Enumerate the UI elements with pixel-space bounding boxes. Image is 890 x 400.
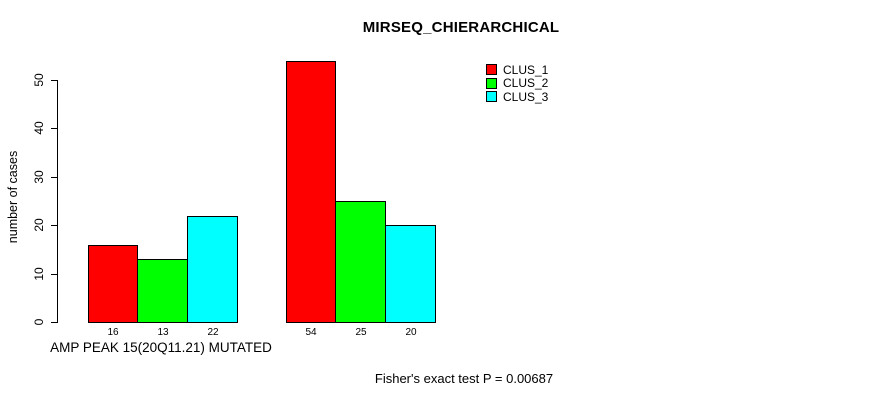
bar-value-label: 20 <box>405 327 417 338</box>
bar-clus_1-group1 <box>88 245 138 323</box>
legend-label: CLUS_3 <box>503 89 549 104</box>
legend-label: CLUS_2 <box>503 76 549 91</box>
bar-clus_2-group1 <box>137 259 188 323</box>
y-tick-mark <box>51 176 57 178</box>
y-tick-label: 50 <box>32 73 46 87</box>
legend-swatch <box>486 91 497 103</box>
legend-swatch <box>486 64 497 76</box>
legend-item-clus_3: CLUS_3 <box>486 90 548 104</box>
y-axis-line <box>57 80 58 323</box>
y-tick-label: 20 <box>32 218 46 232</box>
y-tick-mark <box>51 128 57 130</box>
x-group-label: AMP PEAK 15(20Q11.21) MUTATED <box>50 340 272 355</box>
bar-value-label: 54 <box>305 327 317 338</box>
y-tick-mark <box>51 80 57 81</box>
chart-title: MIRSEQ_CHIERARCHICAL <box>362 19 560 36</box>
legend-item-clus_1: CLUS_1 <box>486 63 548 77</box>
legend-label: CLUS_1 <box>503 62 549 77</box>
y-tick-label: 10 <box>32 266 46 281</box>
legend: CLUS_1 CLUS_2 CLUS_3 <box>486 63 548 104</box>
bar-clus_1-group2 <box>286 61 336 323</box>
legend-item-clus_2: CLUS_2 <box>486 76 549 91</box>
y-tick-label: 30 <box>32 170 46 184</box>
y-tick-label: 40 <box>32 121 46 136</box>
bar-value-label: 13 <box>157 327 169 338</box>
bar-value-label: 22 <box>207 327 219 338</box>
y-tick-mark <box>51 322 57 323</box>
legend-swatch <box>486 77 497 89</box>
bar-clus_2-group2 <box>335 201 386 323</box>
y-axis-title: number of cases <box>6 150 20 244</box>
y-tick-label: 0 <box>32 318 46 326</box>
y-tick-mark <box>51 225 57 227</box>
footnote: Fisher's exact test P = 0.00687 <box>374 371 554 386</box>
y-tick-mark <box>51 273 57 275</box>
bar-value-label: 25 <box>355 327 367 338</box>
bar-clus_3-group1 <box>187 216 238 323</box>
bar-value-label: 16 <box>107 327 119 338</box>
bar-clus_3-group2 <box>385 225 436 323</box>
